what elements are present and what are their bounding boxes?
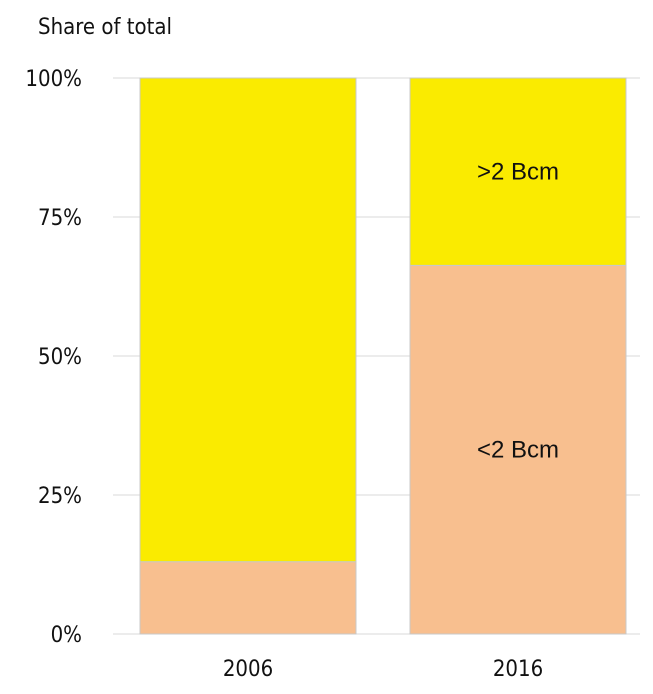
bar-2016-segment-1 [409, 77, 627, 266]
bar-2006-segment-1 [139, 77, 357, 563]
x-ticks: 2006 2016 [223, 657, 543, 682]
bar-2006-segment-0 [139, 561, 357, 635]
bar-2016-segment-0 [409, 264, 627, 635]
segment-label: <2 Bcm [477, 437, 559, 464]
x-tick-label: 2006 [223, 657, 273, 682]
segment-labels: <2 Bcm >2 Bcm [477, 159, 559, 464]
y-axis-title: Share of total [38, 15, 172, 40]
segment-label: >2 Bcm [477, 159, 559, 186]
x-tick-label: 2016 [493, 657, 543, 682]
bars [139, 77, 627, 635]
y-tick-label: 25% [38, 484, 82, 509]
y-tick-label: 50% [38, 345, 82, 370]
y-tick-label: 0% [51, 623, 82, 648]
y-ticks: 0% 25% 50% 75% 100% [25, 67, 82, 648]
y-tick-label: 100% [25, 67, 82, 92]
y-tick-label: 75% [38, 206, 82, 231]
